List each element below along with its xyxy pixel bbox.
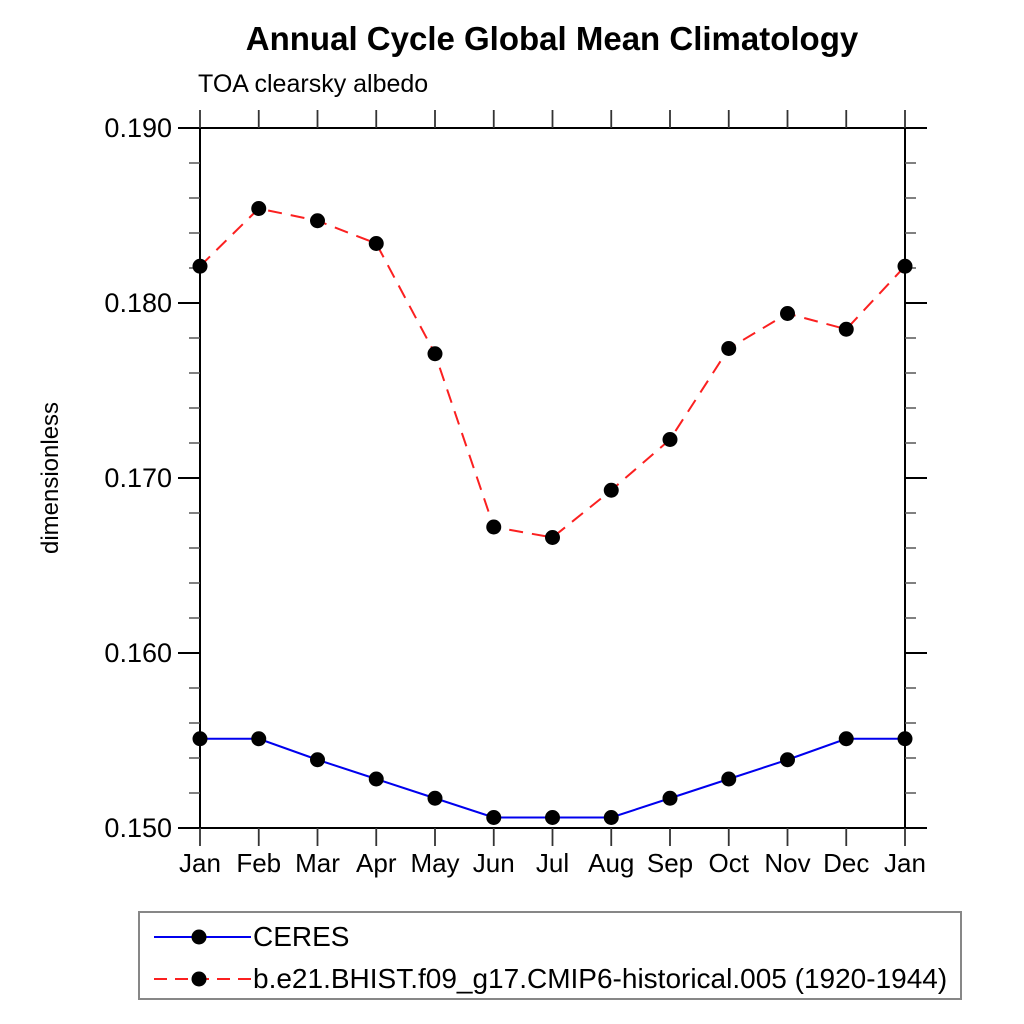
x-tick-label: Jan	[884, 848, 926, 878]
data-point-marker	[897, 731, 913, 747]
data-point-marker	[486, 519, 502, 535]
ceres-line-sample-icon	[154, 929, 251, 945]
x-tick-label: Aug	[588, 848, 634, 878]
model-line-sample-icon	[154, 971, 251, 987]
data-point-marker	[545, 810, 560, 825]
data-point-marker	[427, 790, 443, 806]
data-point-marker	[545, 530, 560, 545]
legend-label-model: b.e21.BHIST.f09_g17.CMIP6-historical.005…	[253, 963, 948, 994]
model-sample-marker-icon	[191, 971, 207, 987]
series-line-1	[199, 207, 906, 539]
y-tick-label: 0.160	[104, 638, 172, 668]
data-point-marker	[427, 346, 443, 362]
legend-label-ceres: CERES	[253, 921, 350, 952]
data-point-marker	[310, 213, 325, 229]
data-point-marker	[603, 810, 619, 825]
chart-title: Annual Cycle Global Mean Climatology	[245, 20, 859, 57]
data-point-marker	[251, 731, 267, 747]
legend-item-ceres: CERES	[147, 921, 350, 952]
data-point-marker	[368, 236, 384, 251]
x-tick-label: Sep	[647, 848, 693, 878]
data-point-marker	[662, 790, 678, 806]
data-point-marker	[838, 321, 854, 337]
plot-frame	[199, 127, 906, 829]
data-point-marker	[310, 752, 325, 768]
ceres-sample-marker-icon	[191, 929, 207, 945]
y-tick-label: 0.170	[104, 463, 172, 493]
series-line-0	[200, 737, 905, 819]
x-tick-label: Nov	[764, 848, 810, 878]
x-tick-label: May	[410, 848, 459, 878]
y-axis-label: dimensionless	[37, 402, 64, 554]
y-tick-label: 0.180	[104, 288, 172, 318]
data-point-marker	[721, 771, 737, 787]
chart-subtitle: TOA clearsky albedo	[198, 70, 429, 98]
x-tick-label: Apr	[356, 848, 397, 878]
legend: CERES b.e21.BHIST.f09_g17.CMIP6-historic…	[138, 911, 962, 1000]
data-point-marker	[780, 752, 795, 768]
data-point-marker	[368, 771, 384, 787]
data-point-marker	[721, 341, 737, 356]
data-point-marker	[192, 731, 208, 747]
x-tick-label: Jan	[179, 848, 221, 878]
data-point-marker	[192, 258, 208, 274]
legend-item-model: b.e21.BHIST.f09_g17.CMIP6-historical.005…	[147, 963, 948, 994]
x-tick-label: Oct	[709, 848, 750, 878]
data-point-marker	[662, 432, 678, 447]
x-tick-label: Feb	[236, 848, 281, 878]
data-point-marker	[603, 482, 619, 498]
y-tick-label: 0.150	[104, 813, 172, 843]
x-tick-label: Mar	[295, 848, 340, 878]
x-tick-label: Dec	[823, 848, 869, 878]
data-point-marker	[780, 306, 795, 321]
data-point-marker	[486, 810, 502, 825]
data-point-marker	[897, 258, 913, 274]
x-tick-label: Jun	[473, 848, 515, 878]
x-tick-label: Jul	[536, 848, 569, 878]
data-point-marker	[251, 201, 267, 216]
data-point-marker	[838, 731, 854, 747]
y-tick-label: 0.190	[104, 113, 172, 143]
